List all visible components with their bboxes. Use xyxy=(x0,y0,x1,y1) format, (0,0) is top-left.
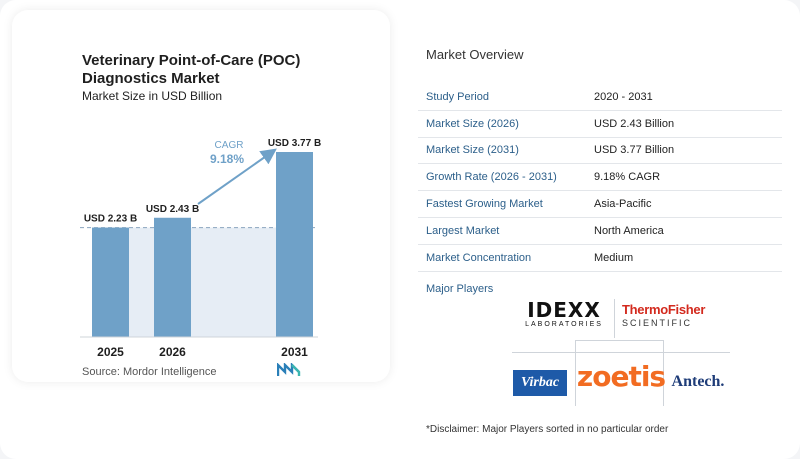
overview-label: Study Period xyxy=(426,90,489,103)
overview-value: North America xyxy=(594,224,664,237)
data-label: USD 2.23 B xyxy=(84,214,137,225)
overview-label: Fastest Growing Market xyxy=(426,198,543,211)
overview-row: Market Concentration Medium xyxy=(418,245,782,272)
overview-value: Medium xyxy=(594,251,634,264)
overview-label: Market Size (2031) xyxy=(426,144,519,157)
idexx-logo-text: IDEXX xyxy=(527,297,601,322)
overview-row: Market Size (2031) USD 3.77 Billion xyxy=(418,138,782,165)
disclaimer: *Disclaimer: Major Players sorted in no … xyxy=(426,424,669,435)
cagr-value: 9.18% xyxy=(210,152,244,166)
logo-divider xyxy=(512,352,730,353)
bar-chart: USD 2.23 B 2025 USD 2.43 B 2026 USD 3.77 B 20… xyxy=(80,138,321,359)
antech-logo: Antech. xyxy=(671,373,725,390)
zoetis-logo: zoetis xyxy=(576,359,666,393)
overview-row: Market Size (2026) USD 2.43 Billion xyxy=(418,111,782,138)
thermofisher-logo-text: ThermoFisher xyxy=(622,301,706,317)
overview-row: Growth Rate (2026 - 2031) 9.18% CAGR xyxy=(418,164,782,192)
idexx-logo-subtext: LABORATORIES xyxy=(525,320,603,328)
mordor-logo-icon xyxy=(277,363,301,376)
overview-value: USD 3.77 Billion xyxy=(594,144,675,157)
bar xyxy=(154,217,191,337)
overview-label: Market Size (2026) xyxy=(426,117,519,130)
logo-divider xyxy=(575,340,576,406)
thermofisher-logo-subtext: SCIENTIFIC xyxy=(622,317,693,328)
players-title: Major Players xyxy=(426,283,494,295)
virbac-logo: Virbac xyxy=(513,370,567,396)
x-tick-label: 2031 xyxy=(281,345,308,359)
chart-title: Veterinary Point-of-Care (POC) Diagnosti… xyxy=(82,52,301,87)
x-tick-label: 2025 xyxy=(97,345,124,359)
cagr-arrow xyxy=(197,148,277,205)
x-tick-label: 2026 xyxy=(159,345,186,359)
overview-row: Study Period 2020 - 2031 xyxy=(418,84,782,111)
overview-value: Asia-Pacific xyxy=(594,198,652,211)
overview-value: 2020 - 2031 xyxy=(594,90,653,103)
overview-label: Largest Market xyxy=(426,224,500,237)
logo-divider xyxy=(614,299,615,338)
chart-subtitle: Market Size in USD Billion xyxy=(82,89,223,103)
idexx-logo: IDEXX LABORATORIES xyxy=(518,297,610,331)
overview-value: 9.18% CAGR xyxy=(594,171,661,184)
overview-label: Growth Rate (2026 - 2031) xyxy=(426,171,557,184)
overview-label: Market Concentration xyxy=(426,251,532,264)
overview-row: Fastest Growing Market Asia-Pacific xyxy=(418,191,782,218)
source-text: Source: Mordor Intelligence xyxy=(82,366,217,378)
bar xyxy=(276,152,313,337)
overview-table: Study Period 2020 - 2031 Market Size (2026… xyxy=(418,84,782,272)
thermofisher-logo: ThermoFisher SCIENTIFIC xyxy=(622,298,728,332)
bar xyxy=(92,227,129,337)
overview-value: USD 2.43 Billion xyxy=(594,117,675,130)
data-label: USD 2.43 B xyxy=(146,204,199,215)
logo-divider xyxy=(575,340,664,341)
logo-divider xyxy=(663,340,664,406)
overview-row: Largest Market North America xyxy=(418,218,782,245)
cagr-label: CAGR xyxy=(215,140,244,151)
data-label: USD 3.77 B xyxy=(268,138,321,149)
overview-title: Market Overview xyxy=(426,47,524,62)
